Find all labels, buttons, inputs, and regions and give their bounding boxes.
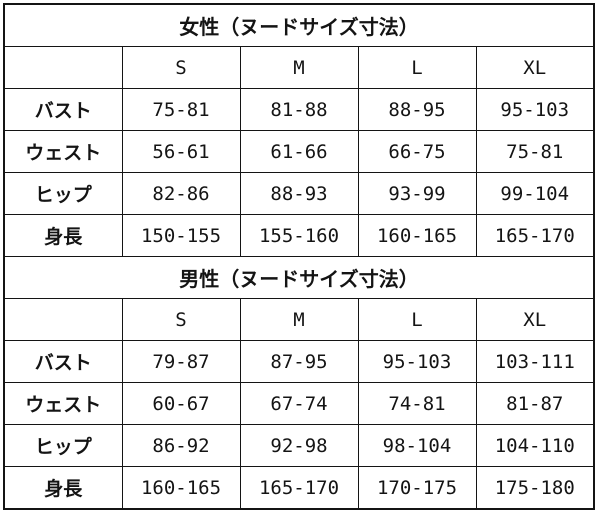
men-bust-row: バスト 79-87 87-95 95-103 103-111 [3, 340, 595, 383]
women-waist-row: ウェスト 56-61 61-66 66-75 75-81 [3, 130, 595, 173]
measurement-value: 150-155 [121, 214, 241, 257]
measurement-label: ウェスト [3, 130, 123, 173]
measurement-value: 93-99 [357, 172, 477, 215]
men-size-header-xl: XL [475, 298, 595, 341]
men-size-section: 男性（ヌードサイズ寸法） S M L XL バスト 79-87 87-95 95… [3, 256, 595, 510]
measurement-label: バスト [3, 88, 123, 131]
measurement-value: 95-103 [475, 88, 595, 131]
measurement-value: 165-170 [475, 214, 595, 257]
measurement-label: 身長 [3, 466, 123, 510]
men-size-header-l: L [357, 298, 477, 341]
measurement-label: 身長 [3, 214, 123, 257]
measurement-value: 87-95 [239, 340, 359, 383]
measurement-value: 92-98 [239, 424, 359, 467]
women-size-header-m: M [239, 46, 359, 89]
measurement-value: 95-103 [357, 340, 477, 383]
measurement-value: 88-95 [357, 88, 477, 131]
measurement-label: ヒップ [3, 424, 123, 467]
measurement-value: 56-61 [121, 130, 241, 173]
measurement-value: 81-88 [239, 88, 359, 131]
women-table-title: 女性（ヌードサイズ寸法） [3, 3, 595, 47]
measurement-value: 155-160 [239, 214, 359, 257]
measurement-value: 67-74 [239, 382, 359, 425]
measurement-value: 82-86 [121, 172, 241, 215]
measurement-value: 160-165 [121, 466, 241, 510]
men-size-header-row: S M L XL [3, 298, 595, 341]
men-height-row: 身長 160-165 165-170 170-175 175-180 [3, 466, 595, 510]
women-height-row: 身長 150-155 155-160 160-165 165-170 [3, 214, 595, 257]
measurement-value: 104-110 [475, 424, 595, 467]
men-corner-cell [3, 298, 123, 341]
women-size-header-l: L [357, 46, 477, 89]
measurement-value: 160-165 [357, 214, 477, 257]
measurement-value: 74-81 [357, 382, 477, 425]
measurement-label: ウェスト [3, 382, 123, 425]
measurement-value: 165-170 [239, 466, 359, 510]
size-chart-table: 女性（ヌードサイズ寸法） S M L XL バスト 75-81 81-88 88… [3, 3, 595, 510]
women-corner-cell [3, 46, 123, 89]
measurement-value: 98-104 [357, 424, 477, 467]
measurement-value: 88-93 [239, 172, 359, 215]
men-hip-row: ヒップ 86-92 92-98 98-104 104-110 [3, 424, 595, 467]
men-waist-row: ウェスト 60-67 67-74 74-81 81-87 [3, 382, 595, 425]
measurement-value: 60-67 [121, 382, 241, 425]
measurement-value: 170-175 [357, 466, 477, 510]
measurement-value: 66-75 [357, 130, 477, 173]
measurement-value: 75-81 [475, 130, 595, 173]
measurement-value: 175-180 [475, 466, 595, 510]
women-title-row: 女性（ヌードサイズ寸法） [3, 3, 595, 47]
measurement-value: 99-104 [475, 172, 595, 215]
men-table-title: 男性（ヌードサイズ寸法） [3, 256, 595, 299]
women-size-header-xl: XL [475, 46, 595, 89]
women-bust-row: バスト 75-81 81-88 88-95 95-103 [3, 88, 595, 131]
measurement-value: 86-92 [121, 424, 241, 467]
women-size-section: 女性（ヌードサイズ寸法） S M L XL バスト 75-81 81-88 88… [3, 3, 595, 257]
measurement-label: ヒップ [3, 172, 123, 215]
women-size-header-row: S M L XL [3, 46, 595, 89]
measurement-value: 75-81 [121, 88, 241, 131]
women-size-header-s: S [121, 46, 241, 89]
women-hip-row: ヒップ 82-86 88-93 93-99 99-104 [3, 172, 595, 215]
men-size-header-m: M [239, 298, 359, 341]
measurement-value: 79-87 [121, 340, 241, 383]
men-title-row: 男性（ヌードサイズ寸法） [3, 256, 595, 299]
measurement-value: 61-66 [239, 130, 359, 173]
measurement-value: 103-111 [475, 340, 595, 383]
measurement-label: バスト [3, 340, 123, 383]
men-size-header-s: S [121, 298, 241, 341]
measurement-value: 81-87 [475, 382, 595, 425]
